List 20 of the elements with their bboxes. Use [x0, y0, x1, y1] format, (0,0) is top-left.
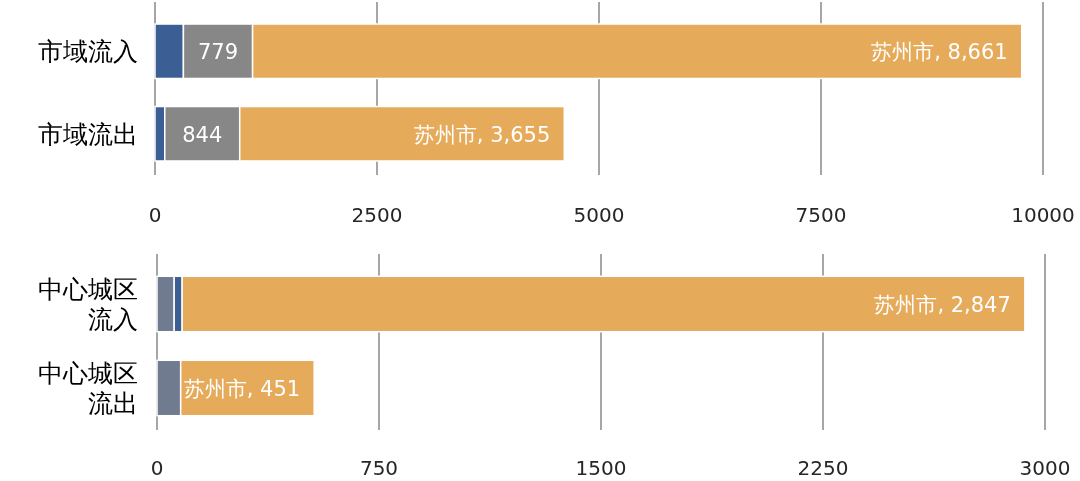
x-tick-label: 1500 [575, 456, 627, 480]
data-label: 779 [197, 40, 239, 65]
x-tick-label: 5000 [573, 203, 625, 227]
x-tick-label: 0 [148, 203, 162, 227]
data-label: 苏州市, 2,847 [874, 293, 1011, 317]
x-tick-label: 3000 [1019, 456, 1071, 480]
data-label: 苏州市, 3,655 [413, 122, 551, 147]
y-tick-label: 市域流出 [38, 119, 138, 149]
y-tick-label: 中心城区流出 [38, 359, 138, 418]
x-tick-label: 7500 [795, 203, 847, 227]
data-label: 苏州市, 8,661 [871, 40, 1008, 65]
y-tick-label: 中心城区流入 [38, 275, 138, 334]
x-tick-label: 0 [150, 456, 164, 480]
data-label: 844 [182, 122, 223, 147]
y-tick-label: 市域流入 [38, 37, 138, 67]
x-tick-label: 750 [359, 456, 399, 480]
x-tick-label: 10000 [1011, 203, 1075, 227]
x-tick-label: 2500 [351, 203, 403, 227]
x-tick-label: 2250 [797, 456, 849, 480]
data-label: 苏州市, 451 [183, 377, 301, 401]
